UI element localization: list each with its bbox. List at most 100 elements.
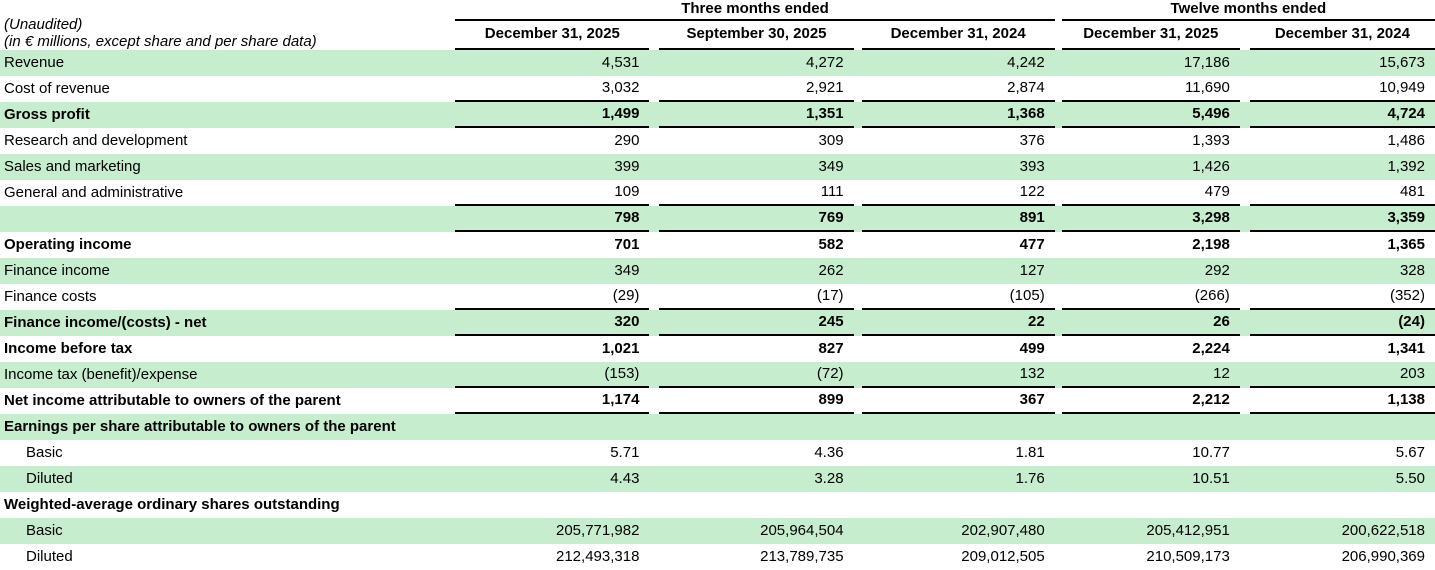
cell-value: 3,032 (455, 76, 650, 102)
group-gap (1055, 0, 1062, 21)
cell-value: 132 (861, 362, 1055, 388)
cell-value: (153) (455, 362, 650, 388)
column-gap (1054, 518, 1062, 544)
column-gap (649, 206, 660, 232)
cell-value: 202,907,480 (861, 518, 1055, 544)
column-gap (649, 21, 659, 50)
column-gap (649, 310, 660, 336)
column-gap (649, 466, 660, 492)
cell-value: 349 (455, 258, 650, 284)
cell-value: 769 (659, 206, 854, 232)
column-header-row: December 31, 2025 September 30, 2025 Dec… (0, 21, 1435, 50)
cell-value: (266) (1061, 284, 1240, 310)
cell-value: 10.51 (1061, 466, 1240, 492)
column-gap (853, 154, 862, 180)
cell-value: 1,392 (1249, 154, 1435, 180)
column-gap (1054, 154, 1062, 180)
cell-value: 109 (455, 180, 650, 206)
column-gap (1054, 466, 1062, 492)
table-row: Basic 205,771,982 205,964,504 202,907,480 20… (0, 518, 1435, 544)
row-label: Revenue (0, 50, 456, 76)
column-gap (1054, 362, 1062, 388)
cell-value: 309 (818, 131, 844, 149)
cell-value: 393 (861, 154, 1055, 180)
cell-value: 5.71 (610, 443, 640, 461)
row-label: Diluted (0, 466, 456, 492)
column-gap (1054, 310, 1062, 336)
column-gap (1239, 310, 1250, 336)
cell-value: 3,298 (1061, 206, 1240, 232)
column-gap (1055, 440, 1062, 466)
table-row: Gross profit 1,499 1,351 1,368 5,496 4,724 (0, 102, 1435, 128)
column-gap (1055, 336, 1062, 362)
table-row: Earnings per share attributable to owner… (0, 414, 1435, 440)
column-gap (854, 284, 862, 310)
table-row: Income before tax 1,021 827 499 2,224 1,341 (0, 336, 1435, 362)
row-label: Gross profit (0, 102, 456, 128)
table-row: Operating income 701 582 477 2,198 1,365 (0, 232, 1435, 258)
table-row: General and administrative 109 111 122 479 48… (0, 180, 1435, 206)
cell-value: 5,496 (1061, 102, 1240, 128)
column-header-sep-30-2025-q: September 30, 2025 (659, 21, 854, 50)
cell-value: 4.43 (455, 466, 650, 492)
cell-value: 481 (1249, 180, 1435, 206)
column-gap (649, 388, 659, 414)
column-gap (1239, 102, 1250, 128)
column-gap (1055, 388, 1062, 414)
cell-value: 1,341 (1387, 339, 1425, 357)
row-label: Basic (26, 443, 63, 461)
units-note: (in € millions, except share and per sha… (4, 32, 317, 50)
cell-value: 4,724 (1249, 102, 1435, 128)
column-gap (1054, 50, 1062, 76)
group-header-three-months: Three months ended (455, 0, 1055, 21)
column-gap (649, 180, 659, 206)
cell-value: 210,509,173 (1146, 547, 1230, 565)
table-row: Net income attributable to owners of the… (0, 388, 1435, 414)
cell-value: 1,499 (455, 102, 650, 128)
cell-value: 4,242 (861, 50, 1055, 76)
table-row: Sales and marketing 399 349 393 1,426 1,392 (0, 154, 1435, 180)
cell-value: 262 (659, 258, 854, 284)
row-label: Net income attributable to owners of the… (4, 391, 341, 409)
column-gap (854, 180, 862, 206)
row-label: Sales and marketing (0, 154, 456, 180)
table-row: Diluted 212,493,318 213,789,735 209,012,505… (0, 544, 1435, 570)
column-header-dec-31-2025-q: December 31, 2025 (455, 21, 650, 50)
column-gap (1240, 128, 1250, 154)
cell-value: 2,224 (1192, 339, 1230, 357)
cell-value: (29) (455, 284, 650, 310)
cell-value: (24) (1249, 310, 1435, 336)
cell-value: 2,874 (861, 76, 1055, 102)
column-gap (649, 128, 659, 154)
column-gap (649, 50, 660, 76)
column-gap (1240, 76, 1250, 102)
column-gap (1239, 206, 1250, 232)
cell-value: 349 (659, 154, 854, 180)
column-gap (1055, 76, 1062, 102)
cell-value: 292 (1061, 258, 1240, 284)
column-gap (1240, 232, 1250, 258)
column-gap (853, 102, 862, 128)
cell-value: (352) (1249, 284, 1435, 310)
cell-value: 11,690 (1061, 76, 1240, 102)
column-gap (1239, 466, 1250, 492)
column-gap (649, 102, 660, 128)
cell-value: 701 (614, 235, 640, 253)
cell-value: 15,673 (1249, 50, 1435, 76)
column-gap (649, 336, 659, 362)
row-label (0, 206, 456, 232)
column-gap (649, 544, 659, 570)
column-gap (649, 154, 660, 180)
column-gap (649, 258, 660, 284)
cell-value: 205,771,982 (455, 518, 650, 544)
column-gap (1055, 21, 1062, 50)
cell-value: 17,186 (1061, 50, 1240, 76)
column-gap (1240, 544, 1250, 570)
cell-value: 1,351 (659, 102, 854, 128)
column-gap (854, 128, 862, 154)
cell-value: 1,486 (1387, 131, 1425, 149)
column-gap (853, 206, 862, 232)
table-row: Income tax (benefit)/expense (153) (72) 132… (0, 362, 1435, 388)
row-label: Diluted (26, 547, 73, 565)
